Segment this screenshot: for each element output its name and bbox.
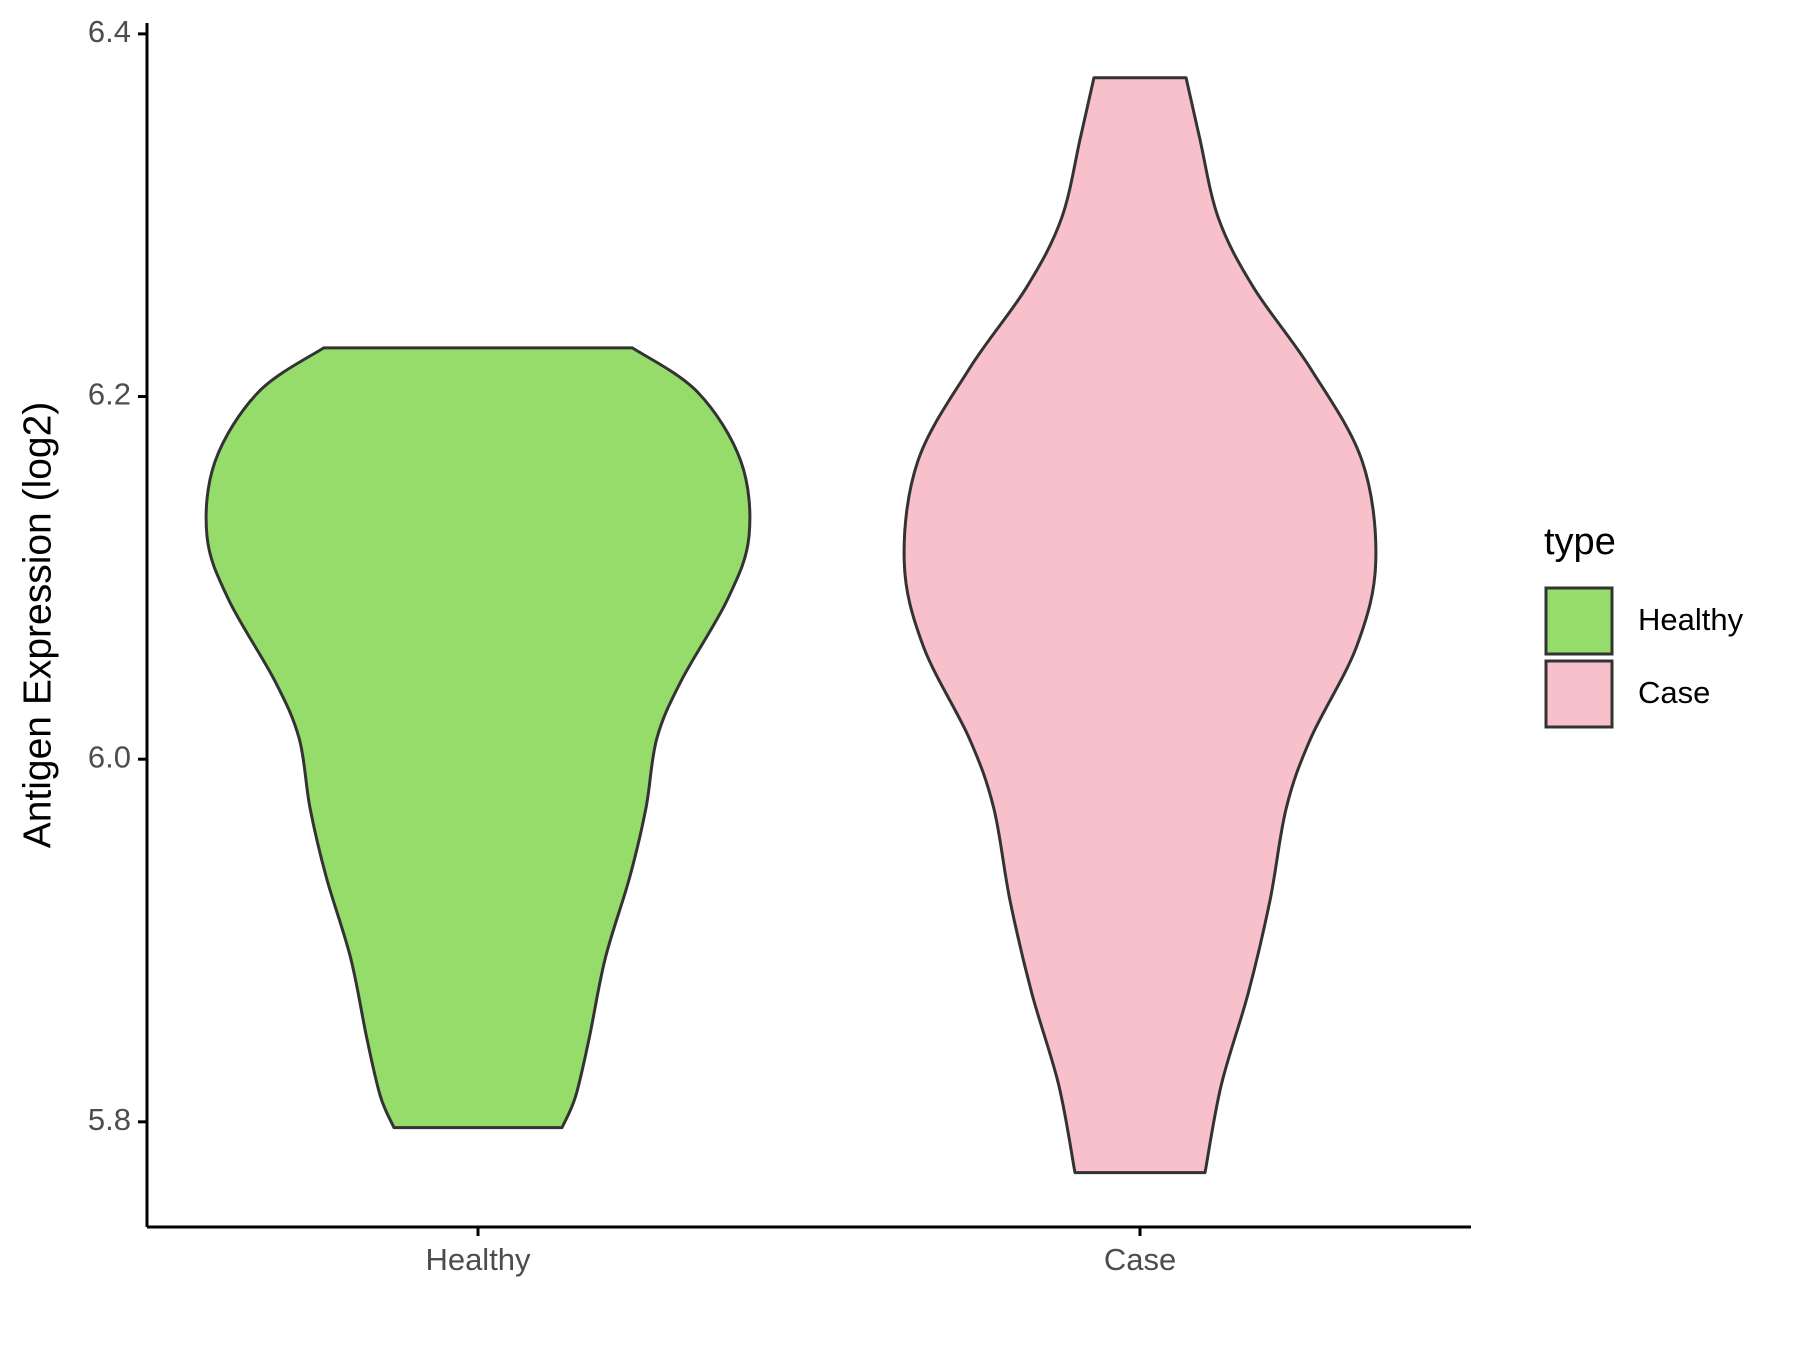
y-axis-title: Antigen Expression (log2): [16, 402, 59, 849]
violin: [902, 76, 1378, 1175]
x-tick-label: Healthy: [425, 1242, 531, 1277]
legend-label: Case: [1638, 675, 1710, 710]
y-tick-label: 5.8: [88, 1102, 131, 1137]
y-tick-label: 6.4: [88, 14, 131, 49]
x-tick-label: Case: [1104, 1242, 1176, 1277]
y-tick-label: 6.2: [88, 377, 131, 412]
legend-key: [1544, 659, 1614, 729]
y-tick-label: 6.0: [88, 739, 131, 774]
legend-key: [1544, 586, 1614, 656]
violin: [204, 346, 752, 1130]
legend-title: type: [1544, 521, 1616, 563]
legend-label: Healthy: [1638, 602, 1744, 637]
